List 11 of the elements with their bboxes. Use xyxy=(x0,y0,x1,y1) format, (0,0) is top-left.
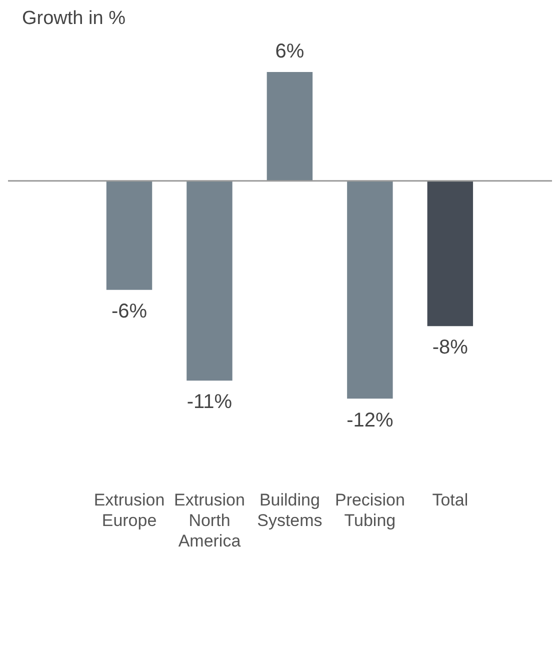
x-tick-label: Extrusion Europe xyxy=(94,490,165,530)
data-label: -11% xyxy=(186,391,232,414)
x-tick-label: Extrusion North America xyxy=(174,490,245,550)
data-label: 6% xyxy=(275,40,304,63)
data-label: -8% xyxy=(432,336,468,359)
data-label: -6% xyxy=(111,300,148,322)
x-tick-label: Building Systems xyxy=(257,490,322,530)
y-axis-title: Growth in % xyxy=(22,8,126,31)
x-tick-label: Precision Tubing xyxy=(334,490,405,530)
x-tick-label: Total xyxy=(432,490,468,510)
data-label: -12% xyxy=(346,409,394,432)
